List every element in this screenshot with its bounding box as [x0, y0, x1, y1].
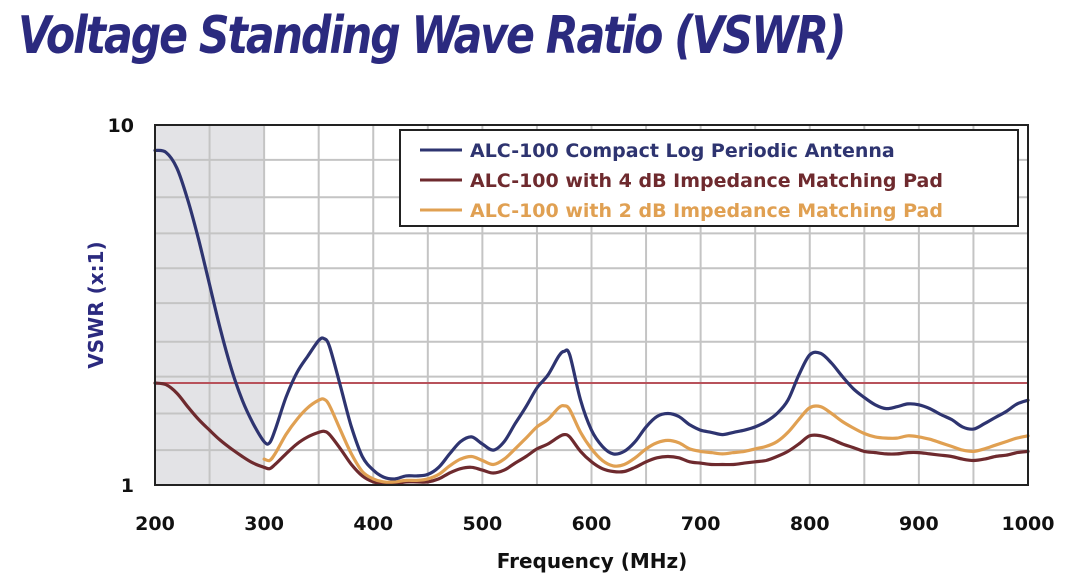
legend-entry-compact-antenna: ALC-100 Compact Log Periodic Antenna — [470, 140, 895, 162]
x-tick-label: 700 — [681, 513, 721, 535]
x-tick-label: 300 — [244, 513, 284, 535]
series-line-compact-antenna — [153, 148, 1030, 481]
x-axis-label: Frequency (MHz) — [497, 549, 688, 573]
x-tick-label: 400 — [353, 513, 393, 535]
legend: ALC-100 Compact Log Periodic Antenna ALC-… — [399, 129, 1019, 227]
legend-entry-4db-pad: ALC-100 with 4 dB Impedance Matching Pad — [470, 170, 943, 192]
x-tick-label: 800 — [790, 513, 830, 535]
series-line-4db-pad — [153, 381, 1030, 486]
y-tick-label: 1 — [121, 475, 134, 497]
x-tick-label: 500 — [463, 513, 503, 535]
series-line-2db-pad — [262, 397, 1030, 484]
legend-entry-2db-pad: ALC-100 with 2 dB Impedance Matching Pad — [470, 200, 943, 222]
y-axis-label: VSWR (x:1) — [84, 241, 108, 368]
x-tick-label: 1000 — [1002, 513, 1055, 535]
x-tick-label: 900 — [899, 513, 939, 535]
x-tick-label: 200 — [135, 513, 175, 535]
x-tick-label: 600 — [572, 513, 612, 535]
y-tick-label: 10 — [108, 115, 134, 137]
plot-frame — [154, 124, 1029, 486]
legend-box — [399, 129, 1019, 227]
page-title: Voltage Standing Wave Ratio (VSWR) — [18, 6, 846, 66]
